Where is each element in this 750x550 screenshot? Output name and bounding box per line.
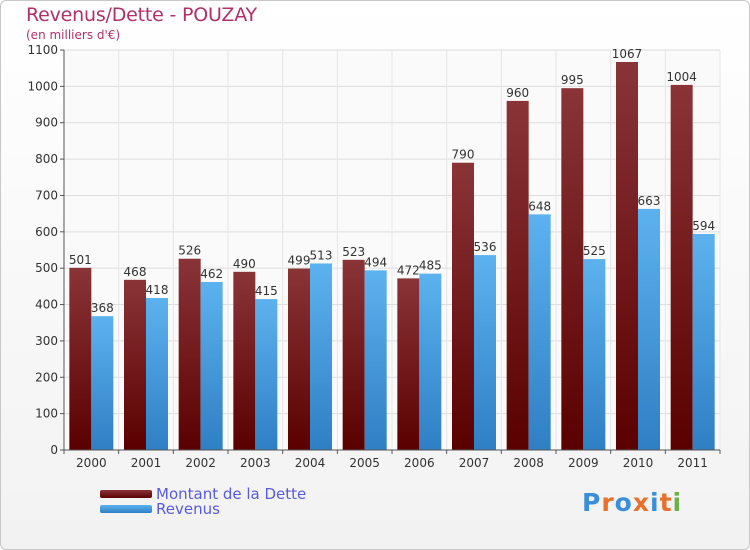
y-tick-label: 800 <box>35 152 58 166</box>
data-label-revenue: 368 <box>91 301 114 315</box>
data-label-revenue: 513 <box>310 248 333 262</box>
data-label-revenue: 418 <box>146 283 169 297</box>
bar-revenue <box>474 255 496 450</box>
bar-debt <box>670 84 693 450</box>
legend-item-debt: Montant de la Dette <box>100 486 306 501</box>
data-label-debt: 499 <box>288 254 311 268</box>
x-tick-label: 2005 <box>349 456 380 470</box>
logo-letter: i <box>650 488 660 517</box>
y-tick-label: 300 <box>35 334 58 348</box>
legend-swatch-revenue <box>100 504 152 513</box>
bar-debt <box>452 162 474 450</box>
data-label-debt: 501 <box>69 253 92 267</box>
legend-label-debt: Montant de la Dette <box>156 484 307 503</box>
bar-debt <box>124 279 146 450</box>
data-label-revenue: 663 <box>638 194 661 208</box>
bar-revenue <box>419 273 442 450</box>
bar-debt <box>561 88 584 450</box>
x-tick-label: 2002 <box>185 456 216 470</box>
data-label-debt: 490 <box>233 257 256 271</box>
x-tick-label: 2001 <box>131 456 162 470</box>
data-label-debt: 1067 <box>612 47 643 61</box>
legend-swatch-debt <box>100 489 152 498</box>
bar-debt <box>69 267 92 450</box>
bar-revenue <box>200 282 223 450</box>
data-label-revenue: 462 <box>200 267 223 281</box>
data-label-revenue: 594 <box>692 219 715 233</box>
x-tick-label: 2010 <box>623 456 654 470</box>
data-label-debt: 523 <box>342 245 365 259</box>
data-label-debt: 995 <box>561 73 584 87</box>
data-label-revenue: 494 <box>364 255 387 269</box>
data-label-debt: 790 <box>452 148 475 162</box>
bar-debt <box>233 271 256 450</box>
y-tick-label: 200 <box>35 370 58 384</box>
bar-revenue <box>91 316 114 450</box>
y-tick-label: 900 <box>35 116 58 130</box>
y-tick-label: 100 <box>35 407 58 421</box>
legend-item-revenue: Revenus <box>100 501 306 516</box>
bar-revenue <box>692 234 715 450</box>
data-label-debt: 1004 <box>666 70 697 84</box>
bar-revenue <box>146 298 168 450</box>
y-tick-label: 1000 <box>27 79 58 93</box>
data-label-debt: 526 <box>178 244 201 258</box>
x-tick-label: 2006 <box>404 456 435 470</box>
data-label-revenue: 485 <box>419 259 442 273</box>
data-label-revenue: 525 <box>583 244 606 258</box>
x-tick-label: 2003 <box>240 456 271 470</box>
x-tick-label: 2007 <box>459 456 490 470</box>
proxiti-logo: Proxiti <box>582 488 682 517</box>
y-tick-label: 1100 <box>27 43 58 57</box>
chart-title: Revenus/Dette - POUZAY <box>26 4 257 26</box>
x-tick-label: 2009 <box>568 456 599 470</box>
x-tick-label: 2000 <box>76 456 107 470</box>
x-tick-label: 2004 <box>295 456 326 470</box>
x-tick-label: 2008 <box>513 456 544 470</box>
data-label-revenue: 536 <box>474 240 497 254</box>
bar-debt <box>506 100 529 450</box>
logo-letter: i <box>672 488 683 517</box>
data-label-debt: 472 <box>397 263 420 277</box>
bar-debt <box>342 259 365 450</box>
chart-subtitle: (en milliers d'€) <box>26 28 121 42</box>
y-tick-label: 0 <box>50 443 58 457</box>
legend: Montant de la Dette Revenus <box>100 486 306 516</box>
y-tick-label: 500 <box>35 261 58 275</box>
bar-revenue <box>364 270 387 450</box>
bar-debt <box>288 268 310 450</box>
logo-letter: P <box>582 488 602 517</box>
y-tick-label: 700 <box>35 188 58 202</box>
bar-debt <box>178 258 201 450</box>
logo-letter: r <box>601 488 615 517</box>
y-tick-label: 400 <box>35 298 58 312</box>
bar-revenue <box>310 263 332 450</box>
x-tick-label: 2011 <box>677 456 708 470</box>
logo-letter: t <box>659 488 673 517</box>
bar-revenue <box>638 208 660 450</box>
bar-debt <box>397 278 420 450</box>
bar-revenue <box>255 299 278 450</box>
logo-letter: o <box>614 488 633 517</box>
legend-label-revenue: Revenus <box>156 499 220 518</box>
data-label-revenue: 415 <box>255 284 278 298</box>
data-label-revenue: 648 <box>528 199 551 213</box>
bar-revenue <box>528 214 551 450</box>
logo-letter: x <box>632 488 650 517</box>
bar-debt <box>616 62 638 450</box>
data-label-debt: 468 <box>124 265 147 279</box>
bar-revenue <box>583 259 606 450</box>
data-label-debt: 960 <box>506 86 529 100</box>
y-tick-label: 600 <box>35 225 58 239</box>
